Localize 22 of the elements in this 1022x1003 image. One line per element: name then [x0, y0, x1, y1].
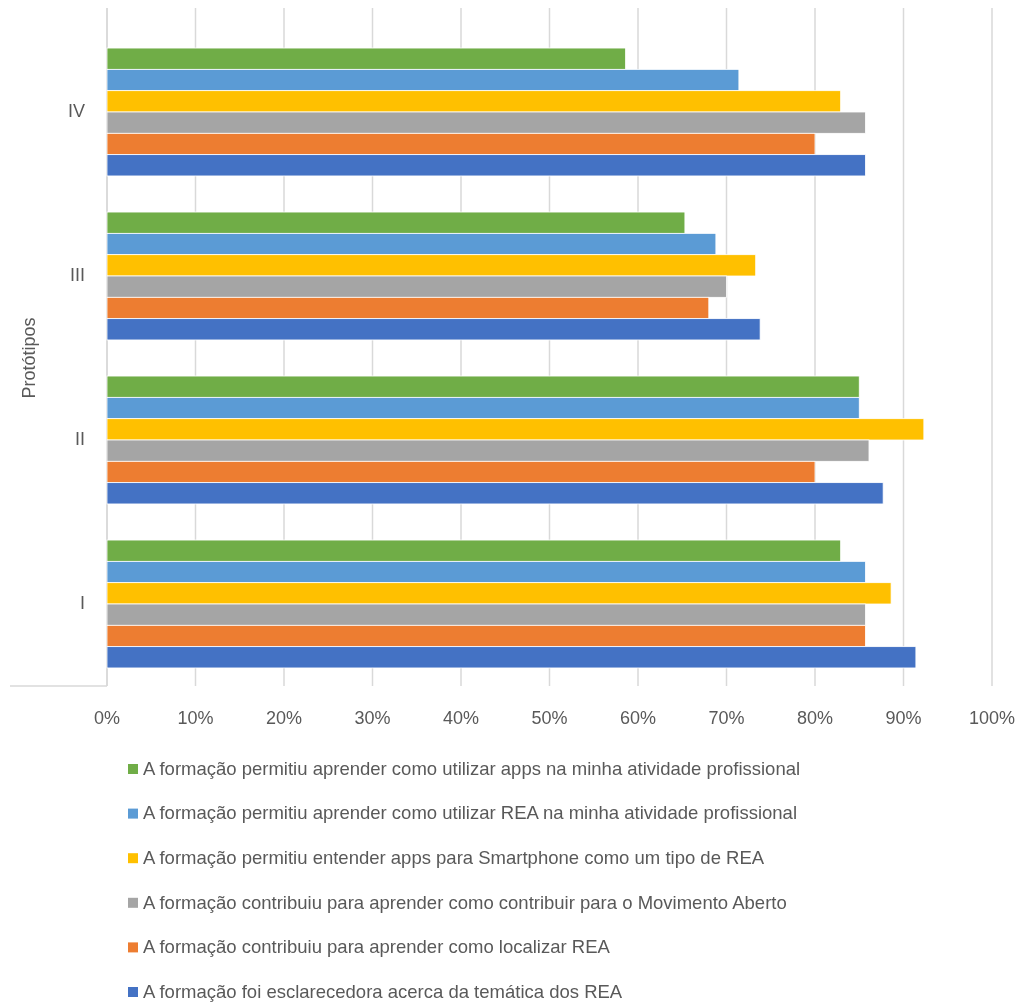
x-tick-label: 30%	[354, 708, 391, 728]
legend-label: A formação permitiu entender apps para Smartphone como um tipo de REA	[143, 847, 765, 869]
legend-label: A formação permitiu aprender como utilizar REA na minha atividade profissional	[143, 802, 797, 824]
y-axis-title: Protótipos	[19, 317, 39, 399]
y-tick-label: III	[69, 264, 85, 285]
x-tick-label: 90%	[885, 708, 922, 728]
x-tick-label: 100%	[968, 708, 1016, 728]
y-tick-label: IV	[67, 100, 85, 121]
x-tick-label: 60%	[619, 708, 657, 728]
y-tick-label: II	[74, 428, 85, 449]
x-tick-label: 40%	[442, 708, 480, 728]
legend-label: A formação contribuiu para aprender como contribuir para o Movimento Aberto	[143, 891, 787, 913]
y-tick-label: I	[79, 592, 85, 613]
legend-label: A formação permitiu aprender como utilizar apps na minha atividade profissional	[143, 757, 801, 779]
x-tick-label: 20%	[265, 708, 303, 728]
x-tick-label: 70%	[708, 708, 745, 728]
x-tick-label: 80%	[796, 708, 834, 728]
legend-label: A formação foi esclarecedora acerca da temática dos REA	[143, 980, 623, 1002]
legend-label: A formação contribuiu para aprender como localizar REA	[143, 936, 611, 958]
x-tick-label: 50%	[531, 708, 568, 728]
x-tick-label: 0%	[93, 708, 121, 728]
x-tick-label: 10%	[177, 708, 214, 728]
